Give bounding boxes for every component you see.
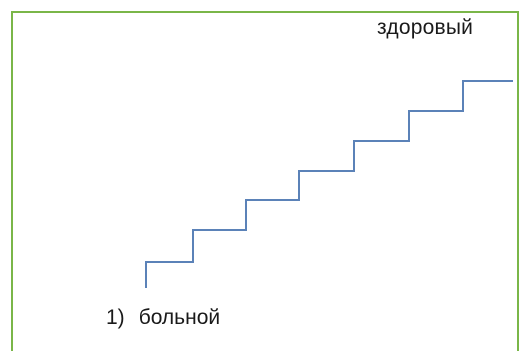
- healthy-label: здоровый: [377, 16, 474, 39]
- sick-label-number: 1): [106, 306, 125, 329]
- sick-label: 1) больной: [106, 306, 220, 330]
- staircase-diagram: [145, 80, 513, 288]
- staircase-line: [145, 80, 513, 288]
- diagram-frame: [11, 11, 519, 351]
- sick-label-text: больной: [138, 306, 221, 329]
